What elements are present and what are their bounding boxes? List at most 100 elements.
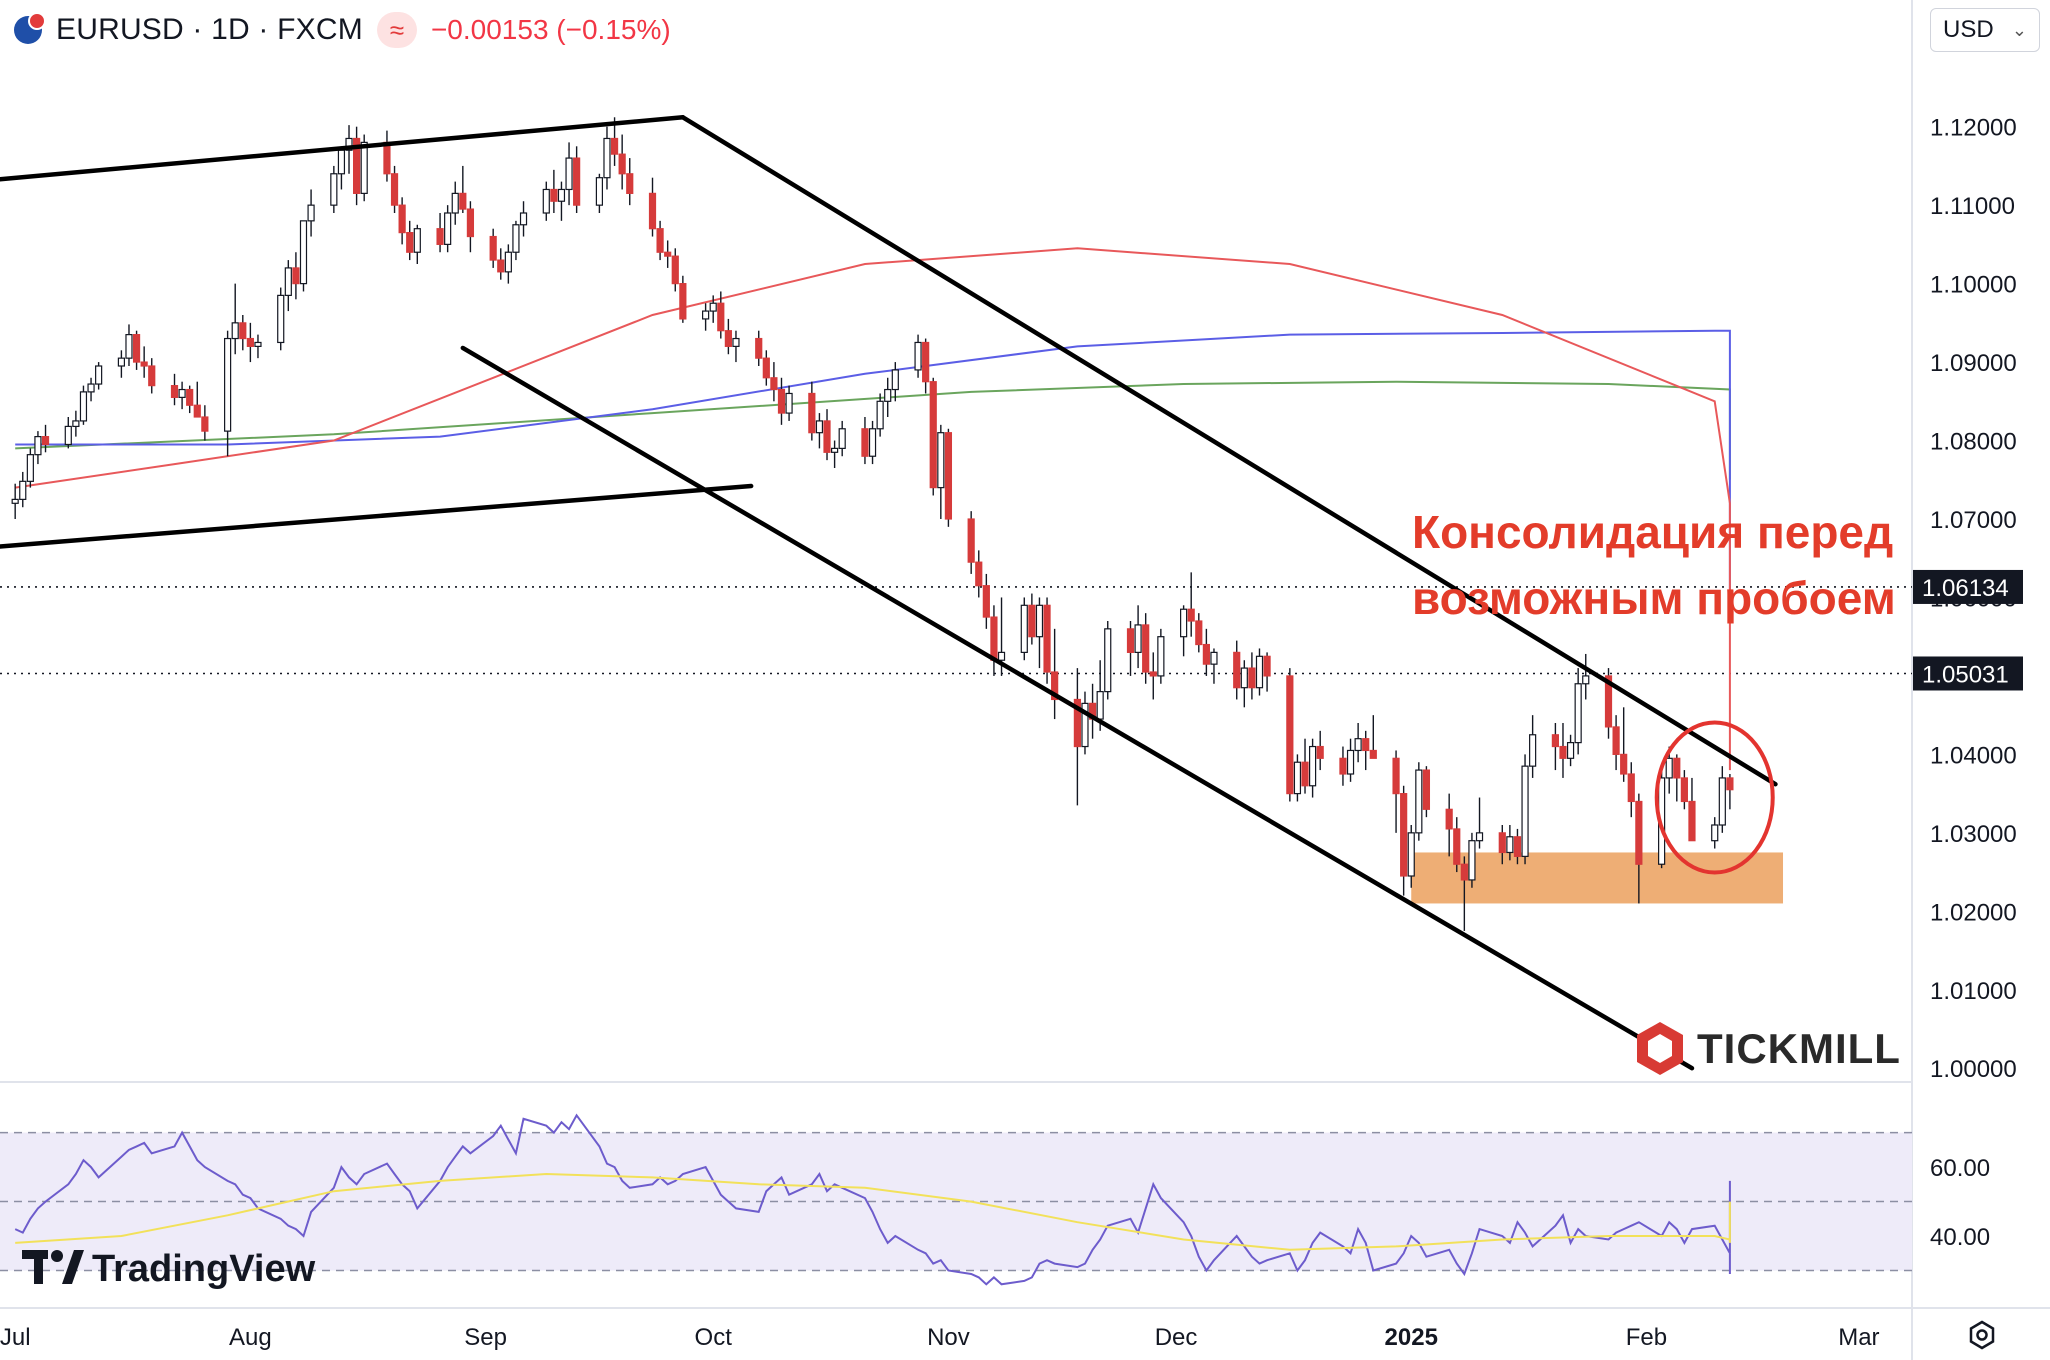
symbol-title[interactable]: EURUSD · 1D · FXCM (56, 13, 363, 46)
candle (1195, 613, 1203, 653)
candle (656, 220, 664, 261)
candle-body (937, 432, 945, 489)
candle (1529, 715, 1537, 778)
rsi-tick-label: 40.00 (1930, 1224, 1990, 1251)
candle (353, 126, 361, 206)
candle (224, 330, 232, 457)
candle (512, 220, 520, 261)
candle-body (360, 141, 368, 194)
tradingview-wordmark: TradingView (92, 1248, 316, 1290)
candle-body (277, 294, 285, 344)
candle-body (1157, 636, 1165, 677)
time-tick-label: Feb (1626, 1324, 1667, 1351)
candle (679, 275, 687, 323)
candle-body (1627, 773, 1635, 803)
candle (1104, 621, 1112, 700)
candle (1582, 653, 1590, 700)
candle-body (512, 224, 520, 253)
candle-body (345, 137, 353, 151)
candle-body (19, 480, 27, 500)
candle-body (1316, 745, 1324, 759)
candle (838, 420, 846, 457)
candle (922, 338, 930, 394)
candle-body (1073, 698, 1081, 748)
tickmill-mark (1648, 1034, 1672, 1063)
candle (148, 358, 156, 394)
candle-body (603, 137, 611, 179)
candle-body (1248, 667, 1256, 689)
candle-body (914, 341, 922, 371)
candle-body (785, 392, 793, 414)
gear-icon[interactable] (1969, 1320, 1995, 1350)
channel-upper-bottom (0, 483, 754, 549)
candle-body (117, 357, 125, 367)
candle (1718, 766, 1726, 833)
candle (1142, 613, 1150, 684)
candle-body (982, 585, 990, 618)
candle-body (1445, 808, 1453, 830)
price-tag-box (1913, 569, 2023, 604)
candle-body (1142, 624, 1150, 673)
candle (565, 142, 573, 206)
candle-body (1346, 749, 1355, 775)
candle (929, 377, 937, 496)
candle (777, 377, 786, 425)
candle-body (891, 369, 899, 391)
candle (1293, 754, 1302, 802)
candle-body (95, 365, 103, 385)
candle (398, 197, 406, 245)
candle-body (1620, 753, 1628, 775)
candle-body (1688, 800, 1696, 842)
candle-body (967, 518, 975, 563)
candle-body (732, 337, 740, 347)
candle (975, 550, 983, 598)
candle-body (34, 436, 42, 456)
candle-body (1415, 769, 1423, 834)
price-change: −0.00153 (−0.15%) (430, 14, 671, 45)
candle (277, 287, 285, 351)
candle-body (466, 208, 475, 238)
candle (444, 205, 452, 253)
candle (732, 330, 740, 363)
candle-body (1134, 624, 1142, 653)
candle-body (1392, 757, 1400, 795)
candle (626, 158, 634, 206)
candle (519, 201, 528, 237)
price-tag-label: 1.06134 (1922, 575, 2009, 602)
candle-body (246, 337, 254, 347)
candle-body (777, 388, 786, 414)
currency-select[interactable]: USD ⌄ (1930, 8, 2040, 52)
time-tick-label: Nov (927, 1324, 970, 1351)
candle (1362, 730, 1370, 771)
time-tick-label: Mar (1838, 1324, 1879, 1351)
candle-body (231, 322, 239, 340)
candle-body (823, 420, 831, 453)
candle-body (1210, 651, 1218, 665)
candle (573, 146, 581, 213)
candle-body (1529, 734, 1537, 767)
candle-body (1043, 604, 1051, 673)
candle-body (1506, 836, 1514, 854)
candle-body (299, 220, 308, 285)
candle (186, 385, 194, 414)
candle-body (1521, 765, 1529, 857)
candle-body (626, 173, 634, 194)
candle-body (1559, 745, 1567, 759)
candle (72, 410, 80, 437)
candle-body (656, 228, 664, 253)
candle (709, 295, 717, 323)
candle (1210, 648, 1218, 684)
candle (1400, 785, 1408, 896)
approx-icon[interactable]: ≈ (376, 12, 417, 48)
candle-body (353, 137, 361, 194)
candle (284, 260, 292, 312)
candle (436, 213, 444, 253)
candle (1498, 825, 1506, 865)
candle-body (170, 385, 179, 398)
price-tag-label: 1.05031 (1922, 661, 2009, 688)
tradingview-mark (34, 1250, 43, 1284)
candle (1551, 723, 1559, 771)
candle-body (337, 149, 346, 175)
candle-body (815, 420, 824, 434)
